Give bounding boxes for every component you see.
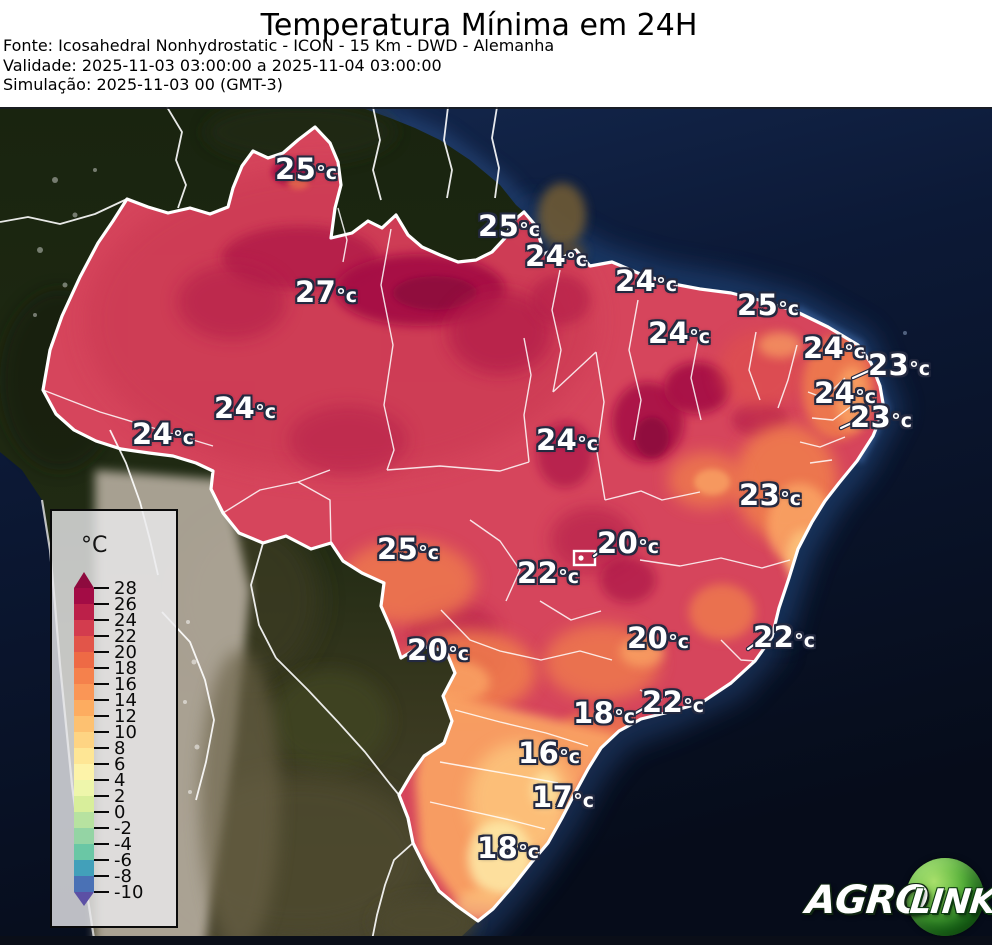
colorbar-tick-label: 4 <box>114 769 126 791</box>
colorbar-tick <box>94 666 109 670</box>
colorbar-segment <box>74 732 94 748</box>
colorbar-tick-label: -6 <box>114 849 132 871</box>
source-line: Fonte: Icosahedral Nonhydrostatic - ICON… <box>3 36 555 55</box>
logo-green-ball-icon <box>906 858 984 936</box>
leader-lines <box>591 366 876 717</box>
colorbar-over-arrow <box>74 572 94 588</box>
colorbar-segment <box>74 604 94 620</box>
colorbar <box>74 588 94 892</box>
colorbar-tick-label: 18 <box>114 657 137 679</box>
colorbar-tick <box>94 842 109 846</box>
map-top-edge <box>0 107 992 109</box>
colorbar-tick <box>94 874 109 878</box>
colorbar-tick-label: -4 <box>114 833 132 855</box>
colorbar-tick <box>94 650 109 654</box>
colorbar-tick-label: -10 <box>114 881 144 903</box>
colorbar-segment <box>74 764 94 780</box>
colorbar-segment <box>74 636 94 652</box>
colorbar-legend: °C 28 26 24 22 20 18 16 14 12 10 8 6 4 2 0 -2 -4 -6 -8 -10 <box>50 509 178 928</box>
colorbar-segment <box>74 588 94 604</box>
colorbar-tick-label: 14 <box>114 689 137 711</box>
map-svg <box>0 107 992 945</box>
leader-line <box>839 419 858 430</box>
agrolink-logo: AGRO LINK <box>804 854 992 940</box>
colorbar-tick-label: 22 <box>114 625 137 647</box>
colorbar-tick <box>94 602 109 606</box>
colorbar-segment <box>74 796 94 812</box>
colorbar-tick <box>94 698 109 702</box>
colorbar-tick <box>94 778 109 782</box>
colorbar-tick <box>94 586 109 590</box>
colorbar-tick <box>94 890 109 894</box>
legend-unit-label: °C <box>81 533 108 558</box>
colorbar-segment <box>74 748 94 764</box>
colorbar-segment <box>74 780 94 796</box>
colorbar-tick <box>94 794 109 798</box>
colorbar-tick-label: 24 <box>114 609 137 631</box>
simulation-line: Simulação: 2025-11-03 00 (GMT-3) <box>3 75 283 94</box>
leader-line <box>632 704 650 716</box>
colorbar-tick-label: 16 <box>114 673 137 695</box>
colorbar-tick-label: 26 <box>114 593 137 615</box>
colorbar-tick-label: -2 <box>114 817 132 839</box>
colorbar-segment <box>74 716 94 732</box>
colorbar-tick-label: 20 <box>114 641 137 663</box>
leader-line <box>851 367 875 380</box>
brazil-border <box>41 125 886 923</box>
header: Temperatura Mínima em 24H Fonte: Icosahe… <box>0 0 992 107</box>
colorbar-tick-label: 28 <box>114 577 137 599</box>
colorbar-tick <box>94 714 109 718</box>
colorbar-tick <box>94 618 109 622</box>
colorbar-tick-label: 0 <box>114 801 126 823</box>
colorbar-tick <box>94 762 109 766</box>
colorbar-segment <box>74 828 94 844</box>
state-borders <box>42 207 854 830</box>
colorbar-tick <box>94 634 109 638</box>
colorbar-segment <box>74 812 94 828</box>
colorbar-under-arrow <box>74 892 94 906</box>
leader-line <box>592 546 607 558</box>
colorbar-tick <box>94 682 109 686</box>
colorbar-tick <box>94 810 109 814</box>
logo-link-text: LINK <box>907 882 992 922</box>
colorbar-tick-label: 12 <box>114 705 137 727</box>
validity-line: Validade: 2025-11-03 03:00:00 a 2025-11-… <box>3 55 442 75</box>
colorbar-tick-label: 8 <box>114 737 126 759</box>
colorbar-segment <box>74 652 94 668</box>
colorbar-segment <box>74 860 94 876</box>
colorbar-tick-label: 6 <box>114 753 126 775</box>
colorbar-tick <box>94 826 109 830</box>
map-bottom-edge <box>0 936 992 945</box>
country-borders <box>0 107 500 945</box>
colorbar-tick <box>94 730 109 734</box>
colorbar-tick-label: 2 <box>114 785 126 807</box>
andes-snow-specks <box>183 620 200 794</box>
header-subtitles: Fonte: Icosahedral Nonhydrostatic - ICON… <box>3 36 554 95</box>
colorbar-tick <box>94 746 109 750</box>
colorbar-segment <box>74 684 94 700</box>
colorbar-tick-label: 10 <box>114 721 137 743</box>
colorbar-segment <box>74 876 94 892</box>
colorbar-tick <box>94 858 109 862</box>
leader-line <box>746 639 761 651</box>
colorbar-segment <box>74 620 94 636</box>
colorbar-segment <box>74 700 94 716</box>
colorbar-segment <box>74 668 94 684</box>
colorbar-tick-label: -8 <box>114 865 132 887</box>
page-title: Temperatura Mínima em 24H <box>260 8 698 43</box>
colorbar-segment <box>74 844 94 860</box>
map-canvas <box>0 107 992 945</box>
